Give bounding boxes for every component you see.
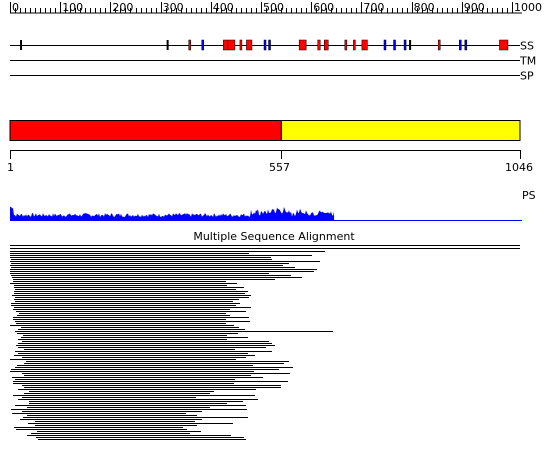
tm-track-label: TM: [519, 55, 536, 68]
ruler-tick-label: 500: [263, 1, 284, 14]
secondary-structure-track: SS: [10, 40, 534, 53]
ss-helix-segment: [298, 39, 307, 51]
ruler-tick-label: 300: [163, 1, 184, 14]
msa-title: Multiple Sequence Alignment: [193, 230, 355, 243]
ss-helix-segment: [344, 39, 348, 51]
ruler-tick-label: 1000: [514, 1, 542, 14]
ruler-tick-label: 200: [112, 1, 133, 14]
domain-axis: 1 557 1046: [7, 150, 533, 174]
domain-region: [9, 120, 282, 141]
ps-profile-track: PS: [10, 189, 536, 221]
ruler-tick-label: 800: [414, 1, 435, 14]
ss-helix-segment: [223, 39, 228, 51]
ss-coil-segment: [20, 40, 23, 50]
ruler-tick-label: 900: [464, 1, 485, 14]
ss-strand-segment: [383, 39, 387, 51]
ss-helix-segment: [437, 39, 441, 51]
ss-helix-segment: [246, 39, 253, 51]
ss-helix-segment: [353, 39, 356, 51]
ss-helix-segment: [239, 39, 243, 51]
ss-coil-segment: [166, 40, 169, 50]
ruler-tick-label: 400: [213, 1, 234, 14]
ss-helix-segment: [499, 39, 509, 51]
ruler-tick-label: 600: [313, 1, 334, 14]
ruler-tick-label: 100: [62, 1, 83, 14]
domain-boundary-label: 557: [269, 161, 290, 174]
domain-start-label: 1: [7, 161, 14, 174]
ss-segments: [20, 39, 509, 51]
ss-strand-segment: [403, 39, 407, 51]
ss-strand-segment: [268, 39, 271, 51]
ss-strand-segment: [393, 39, 396, 51]
transmembrane-track: TM: [10, 55, 536, 68]
ss-helix-segment: [188, 39, 191, 51]
position-ruler: 0 100 200 300 400 500 600 700 800 900 1000: [10, 1, 542, 14]
ruler-ticks: [10, 2, 513, 13]
ss-strand-segment: [201, 39, 205, 51]
ss-strand-segment: [263, 39, 267, 51]
domain-end-label: 1046: [505, 161, 533, 174]
ps-profile-area: [10, 206, 335, 220]
ss-strand-segment: [459, 39, 462, 51]
ss-coil-segment: [409, 40, 412, 50]
ss-helix-segment: [227, 39, 236, 51]
domain-bar: [9, 120, 521, 141]
ss-helix-segment: [317, 39, 321, 51]
ss-strand-segment: [464, 39, 468, 51]
domain-region: [280, 120, 521, 141]
ps-track-label: PS: [522, 189, 536, 202]
signal-peptide-track: SP: [10, 70, 534, 83]
ss-helix-segment: [361, 39, 368, 51]
ruler-tick-label: 700: [363, 1, 384, 14]
ruler-tick-label: 0: [12, 1, 19, 14]
domain-axis-ticks: [10, 150, 521, 159]
ruler-labels: 0 100 200 300 400 500 600 700 800 900 1000: [12, 1, 542, 14]
ss-helix-segment: [324, 39, 329, 51]
msa-lines: [10, 245, 520, 440]
ss-track-label: SS: [520, 40, 534, 53]
sp-track-label: SP: [520, 70, 534, 83]
multiple-sequence-alignment: Multiple Sequence Alignment: [10, 230, 520, 440]
